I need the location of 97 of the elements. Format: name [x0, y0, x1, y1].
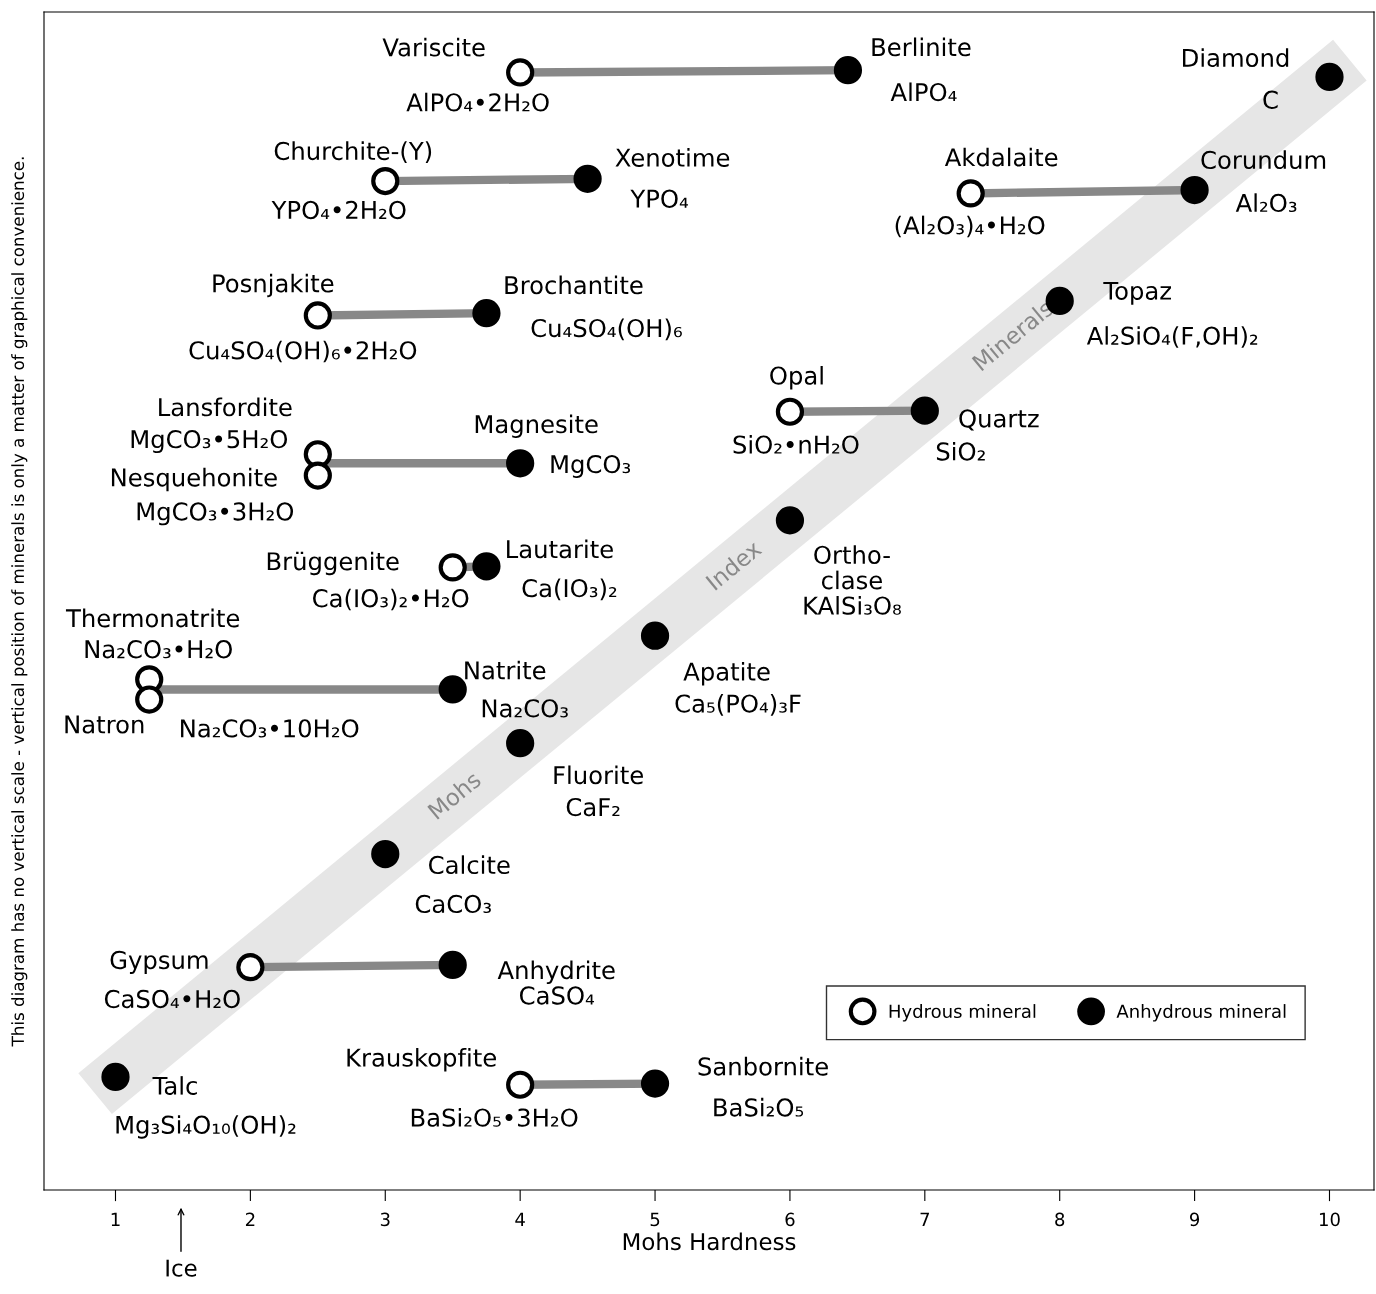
annotation: Cu₄SO₄(OH)₆: [531, 318, 682, 341]
annotation: C: [1263, 90, 1278, 109]
annotation: Mg₃Si₄O₁₀(OH)₂: [116, 1115, 296, 1139]
point: [833, 56, 863, 85]
annotation: Diamond: [1183, 48, 1289, 67]
point: [775, 506, 805, 535]
annotation: Na₂CO₃•10H₂O: [181, 719, 359, 738]
annotation: Na₂CO₃: [482, 699, 568, 718]
annotation: SiO₂•nH₂O: [733, 435, 859, 454]
point: [506, 729, 535, 758]
annotation: Quartz: [959, 409, 1039, 431]
point: [438, 553, 467, 582]
annotation: Brüggenite: [267, 551, 399, 576]
annotation: Al₂SiO₄(F,OH)₂: [1086, 326, 1258, 348]
x-tick-label: 6: [785, 1212, 795, 1227]
annotation: Posnjakite: [213, 273, 334, 298]
annotation: Lautarite: [507, 539, 613, 559]
annotation: Brochantite: [505, 275, 643, 295]
annotation: Churchite-(Y): [274, 141, 432, 163]
point: [438, 950, 467, 980]
annotation: Nesquehonite: [111, 467, 277, 492]
point: [640, 1069, 670, 1098]
annotation: CaF₂: [566, 797, 620, 817]
annotation: Anhydrite CaSO₄: [497, 960, 615, 1005]
annotation: Topaz: [1103, 281, 1171, 305]
annotation: Ortho- clase KAlSi₃O₈: [804, 545, 901, 615]
annotation: Xenotime: [615, 148, 730, 167]
annotation: MgCO₃•3H₂O: [137, 502, 294, 526]
annotation: Corundum: [1201, 150, 1326, 170]
point: [506, 449, 535, 478]
point: [1315, 62, 1344, 92]
point: [910, 396, 939, 425]
x-tick-label: 4: [515, 1212, 525, 1226]
annotation: Al₂O₃: [1235, 193, 1297, 213]
point: [472, 552, 501, 581]
point: [135, 685, 164, 714]
annotation: AlPO₄•2H₂O: [406, 92, 549, 112]
x-tick-label: 7: [920, 1212, 930, 1226]
annotation: Cu₄SO₄(OH)₆•2H₂O: [189, 340, 417, 363]
point: [101, 1062, 130, 1092]
annotation: Opal: [770, 366, 823, 390]
point: [573, 164, 602, 193]
annotation: SiO₂: [936, 441, 985, 461]
x-tick-label: 5: [650, 1212, 660, 1227]
annotation: Variscite: [382, 37, 485, 57]
annotation: BaSi₂O₅•3H₂O: [411, 1107, 578, 1127]
point: [956, 179, 985, 208]
text: Ice: [166, 1259, 197, 1277]
annotation: Fluorite: [554, 765, 643, 785]
annotation: Ca(IO₃)₂: [522, 578, 617, 601]
annotation: CaCO₃: [415, 894, 491, 914]
x-tick-label: 9: [1189, 1212, 1200, 1227]
annotation: YPO₄: [630, 189, 689, 208]
annotation: Krauskopfite: [347, 1047, 496, 1072]
annotation: Natrite: [465, 660, 546, 680]
annotation: MgCO₃•5H₂O: [131, 429, 288, 454]
x-axis-title: Mohs Hardness: [623, 1232, 796, 1251]
x-tick-label: 8: [1055, 1212, 1065, 1227]
point: [371, 839, 400, 869]
point: [303, 301, 332, 330]
annotation: Calcite: [429, 855, 510, 875]
point: [303, 461, 332, 490]
point: [640, 621, 670, 650]
x-tick-label: 3: [380, 1212, 390, 1227]
point: [472, 299, 501, 328]
legend-label: Anhydrous mineral: [1116, 1004, 1286, 1022]
annotation: Gypsum: [110, 950, 208, 974]
annotation: (Al₂O₃)₄•H₂O: [895, 215, 1045, 238]
annotation: Na₂CO₃•H₂O: [85, 640, 232, 659]
annotation: MgCO₃: [551, 454, 631, 479]
annotation: Magnesite: [475, 414, 598, 439]
annotation: Talc: [152, 1076, 197, 1095]
annotation: BaSi₂O₅: [714, 1097, 804, 1117]
x-tick-label: 2: [245, 1212, 255, 1226]
annotation: Sanbornite: [698, 1056, 828, 1076]
annotation: Ca(IO₃)₂•H₂O: [313, 588, 469, 611]
annotation: Natron: [65, 715, 144, 734]
annotation: AlPO₄: [890, 82, 957, 102]
x-tick-label: 1: [111, 1212, 120, 1226]
x-tick-label: 10: [1319, 1212, 1340, 1227]
point: [506, 58, 535, 87]
point: [506, 1070, 535, 1099]
point: [371, 166, 400, 196]
annotation: Akdalaite: [944, 147, 1058, 167]
point: [1180, 175, 1209, 205]
annotation: Thermonatrite: [65, 608, 240, 628]
annotation: CaSO₄•H₂O: [104, 989, 240, 1009]
point: [438, 675, 467, 704]
annotation: YPO₄•2H₂O: [271, 200, 406, 220]
legend-label: Hydrous mineral: [889, 1004, 1036, 1022]
point: [775, 397, 805, 426]
annotation: Ca₅(PO₄)₃F: [675, 693, 801, 716]
annotation: Berlinite: [872, 37, 971, 57]
y-axis-title: This diagram has no vertical scale - vertical position of minerals is only a matter of graphical convenience.: [11, 157, 28, 1047]
point: [236, 953, 265, 982]
annotation: Apatite: [683, 661, 770, 686]
annotation: Lansfordite: [159, 397, 292, 417]
